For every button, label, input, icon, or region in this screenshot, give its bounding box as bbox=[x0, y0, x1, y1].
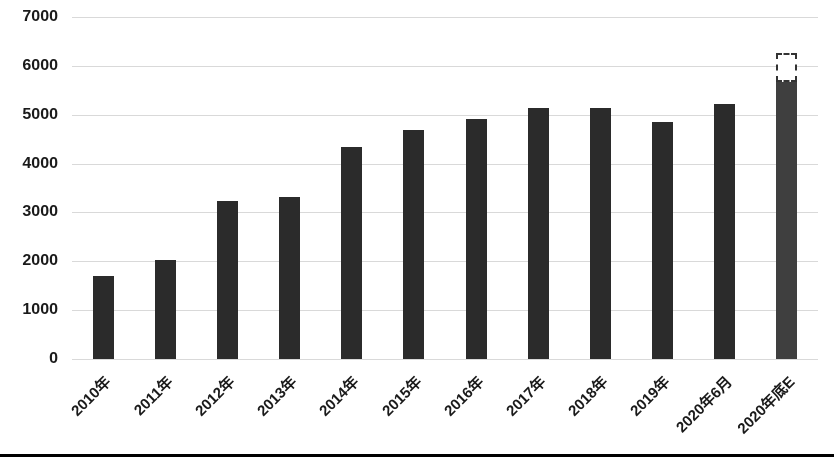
estimate-dashed-cap bbox=[776, 52, 798, 82]
x-tick-label-2013年: 2013年 bbox=[254, 373, 301, 420]
x-tick-label-2011年: 2011年 bbox=[130, 373, 177, 420]
x-tick-label-2014年: 2014年 bbox=[316, 373, 363, 420]
x-tick-label-2018年: 2018年 bbox=[565, 373, 612, 420]
gridline-6000 bbox=[72, 65, 818, 67]
y-tick-label-5000: 5000 bbox=[22, 105, 58, 123]
x-tick-label-2017年: 2017年 bbox=[503, 373, 550, 420]
x-tick-label-2019年: 2019年 bbox=[627, 373, 674, 420]
gridline-1000 bbox=[72, 310, 818, 312]
plot-area bbox=[72, 17, 818, 360]
x-tick-label-2012年: 2012年 bbox=[192, 373, 239, 420]
y-tick-label-7000: 7000 bbox=[22, 8, 58, 25]
bar-2013年 bbox=[279, 196, 301, 359]
x-tick-label-2010年: 2010年 bbox=[67, 373, 115, 420]
x-tick-label-2020年6月: 2020年6月 bbox=[673, 373, 736, 437]
bar-2014年 bbox=[341, 147, 363, 359]
x-tick-label-2016年: 2016年 bbox=[440, 373, 488, 420]
bar-2017年 bbox=[527, 108, 549, 359]
y-tick-label-3000: 3000 bbox=[22, 203, 58, 221]
bar-2016年 bbox=[465, 119, 487, 359]
bar-2020年底E bbox=[776, 81, 798, 359]
x-tick-label-2015年: 2015年 bbox=[378, 373, 425, 420]
y-tick-label-1000: 1000 bbox=[22, 301, 58, 319]
bar-2015年 bbox=[403, 130, 425, 359]
y-tick-label-6000: 6000 bbox=[22, 56, 58, 74]
bar-2020年6月 bbox=[714, 103, 736, 359]
bar-2012年 bbox=[216, 200, 238, 359]
bar-2011年 bbox=[154, 259, 176, 359]
y-tick-label-2000: 2000 bbox=[22, 252, 58, 270]
gridline-7000 bbox=[72, 17, 818, 18]
x-tick-label-2020年底E: 2020年底E bbox=[734, 373, 798, 438]
gridline-2000 bbox=[72, 261, 818, 263]
bar-2019年 bbox=[652, 121, 674, 359]
gridline-5000 bbox=[72, 114, 818, 116]
bottom-border-line bbox=[0, 454, 834, 457]
y-tick-label-4000: 4000 bbox=[22, 154, 58, 172]
gridline-4000 bbox=[72, 163, 818, 165]
bar-2018年 bbox=[589, 107, 611, 359]
gridline-3000 bbox=[72, 212, 818, 214]
gridline-0 bbox=[72, 359, 818, 360]
bar-2010年 bbox=[92, 276, 114, 359]
y-tick-label-0: 0 bbox=[49, 350, 58, 367]
